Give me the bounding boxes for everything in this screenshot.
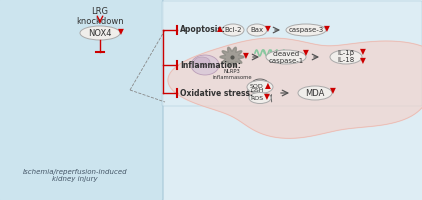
Text: LRG
knockdown: LRG knockdown	[76, 7, 124, 26]
Text: ▼: ▼	[303, 48, 309, 58]
Text: MDA: MDA	[305, 88, 325, 98]
Text: Oxidative stress:: Oxidative stress:	[180, 88, 253, 98]
Text: ▼: ▼	[243, 51, 249, 60]
Ellipse shape	[286, 24, 326, 36]
Text: caspase-3: caspase-3	[288, 27, 324, 33]
FancyBboxPatch shape	[0, 0, 163, 200]
Text: ▼: ▼	[324, 24, 330, 33]
Ellipse shape	[298, 86, 332, 100]
Ellipse shape	[266, 50, 306, 64]
Ellipse shape	[80, 26, 120, 40]
FancyBboxPatch shape	[162, 1, 422, 106]
Text: caspase-1: caspase-1	[268, 58, 303, 64]
Ellipse shape	[191, 55, 219, 75]
Ellipse shape	[247, 80, 273, 94]
Ellipse shape	[330, 50, 362, 64]
Text: GSH: GSH	[250, 88, 264, 92]
Text: NLRP3
inflammasome: NLRP3 inflammasome	[212, 69, 252, 80]
Polygon shape	[220, 47, 244, 67]
Text: SOD: SOD	[250, 84, 264, 88]
Ellipse shape	[194, 57, 210, 67]
Text: ▼: ▼	[360, 56, 366, 66]
Text: ▼: ▼	[264, 92, 270, 102]
Text: cleaved: cleaved	[273, 50, 300, 56]
Text: Bcl-2: Bcl-2	[224, 27, 242, 33]
Ellipse shape	[247, 24, 267, 36]
Text: NOX4: NOX4	[88, 28, 112, 38]
Text: ▲: ▲	[217, 24, 223, 33]
Text: ▲: ▲	[265, 82, 271, 90]
Text: ▼: ▼	[118, 27, 124, 36]
Ellipse shape	[249, 92, 271, 104]
Text: ▼: ▼	[330, 86, 336, 96]
Text: Ischemia/reperfusion-induced
kidney injury: Ischemia/reperfusion-induced kidney inju…	[23, 169, 127, 182]
Text: ROS: ROS	[250, 96, 264, 100]
Text: ▼: ▼	[265, 24, 271, 33]
Polygon shape	[168, 38, 422, 138]
Text: IL-1β: IL-1β	[338, 50, 354, 56]
Text: ▼: ▼	[360, 47, 366, 56]
Text: IL-18: IL-18	[337, 58, 354, 64]
Text: Apoptosis:: Apoptosis:	[180, 25, 226, 34]
Ellipse shape	[222, 24, 244, 36]
Text: Inflammation:: Inflammation:	[180, 60, 241, 70]
Text: Bax: Bax	[250, 27, 264, 33]
